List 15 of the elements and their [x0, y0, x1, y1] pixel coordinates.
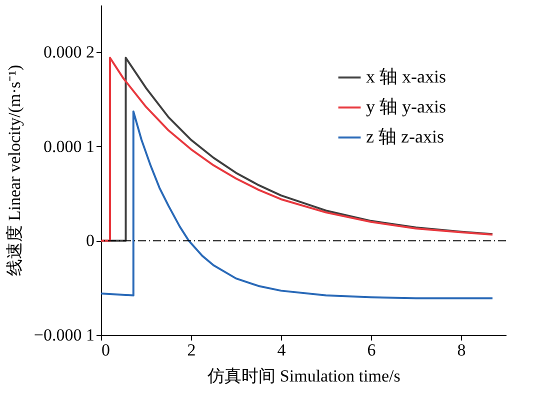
line-series	[100, 56, 494, 242]
x-tick-label: 6	[367, 340, 376, 360]
y-tick-label: −0.000 1	[34, 326, 94, 344]
legend-label: y 轴 y-axis	[366, 96, 446, 116]
x-tick-label: 8	[457, 340, 466, 360]
y-tick-label: 0	[86, 231, 94, 250]
x-tick-label: 2	[187, 340, 196, 360]
legend-label: x 轴 x-axis	[366, 66, 446, 86]
x-axis-title: 仿真时间 Simulation time/s	[206, 366, 400, 386]
y-axis-title: 线速度 Linear velocity/(m·s⁻¹)	[4, 64, 24, 276]
x-tick-label: 0	[102, 340, 110, 360]
y-tick-label: 0.000 1	[44, 136, 94, 156]
legend-label: z 轴 z-axis	[366, 126, 444, 146]
x-tick-label: 4	[277, 340, 286, 360]
y-tick-label: 0.000 2	[44, 42, 94, 62]
